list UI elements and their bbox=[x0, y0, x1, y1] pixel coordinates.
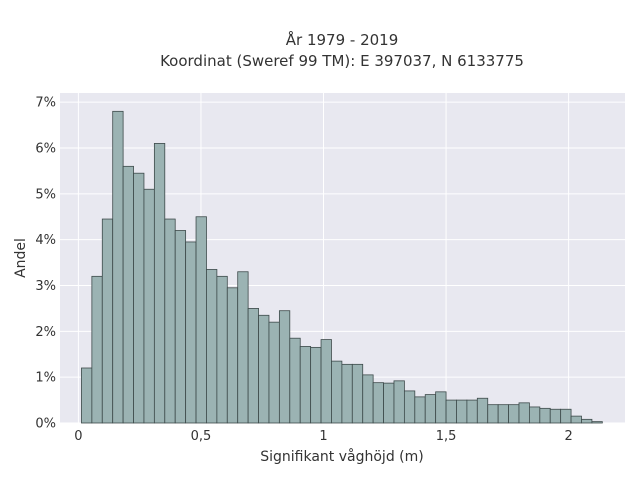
x-tick-label: 0 bbox=[74, 429, 82, 444]
histogram-bar bbox=[206, 269, 218, 424]
y-tick-label: 0% bbox=[35, 417, 56, 432]
histogram-bar bbox=[268, 321, 280, 424]
histogram-bar bbox=[122, 165, 134, 424]
axis-ticks: 0% 1% 2% 3% 4% 5% 6% 7% 0 0,5 1 1,5 2 bbox=[35, 96, 572, 444]
x-tick-label: 0,5 bbox=[191, 429, 212, 444]
histogram-bar bbox=[445, 399, 457, 424]
histogram-bar bbox=[91, 275, 103, 424]
y-tick-label: 6% bbox=[35, 142, 56, 157]
histogram-bar bbox=[258, 314, 270, 424]
histogram-bar bbox=[101, 218, 114, 424]
histogram-bar bbox=[289, 337, 301, 424]
chart-title-line-2: Koordinat (Sweref 99 TM): E 397037, N 61… bbox=[160, 52, 524, 70]
histogram-bar bbox=[549, 408, 562, 424]
histogram-bar bbox=[372, 382, 384, 424]
histogram-bar bbox=[164, 218, 176, 424]
histogram-bar bbox=[153, 143, 166, 424]
histogram-bar bbox=[539, 407, 551, 424]
y-tick-label: 1% bbox=[35, 371, 56, 386]
chart-title-line-1: År 1979 - 2019 bbox=[286, 30, 399, 49]
histogram-bar bbox=[299, 346, 312, 424]
y-tick-label: 3% bbox=[35, 279, 56, 294]
histogram-bar bbox=[133, 172, 145, 424]
histogram-bar bbox=[414, 396, 426, 424]
histogram-bar bbox=[310, 346, 322, 424]
histogram-bar bbox=[216, 275, 228, 424]
histogram-bar bbox=[143, 188, 155, 424]
histogram-bar bbox=[185, 241, 197, 424]
histogram-bar bbox=[174, 230, 187, 424]
histogram-bar bbox=[487, 404, 499, 424]
x-axis-label: Signifikant våghöjd (m) bbox=[260, 448, 423, 465]
histogram-bar bbox=[351, 363, 364, 424]
histogram-bar bbox=[278, 310, 291, 424]
y-tick-label: 7% bbox=[35, 96, 56, 111]
histogram-bar bbox=[560, 408, 572, 424]
histogram-bar bbox=[247, 308, 259, 424]
histogram-bar bbox=[331, 360, 343, 424]
histogram-bar bbox=[518, 402, 530, 424]
histogram-bar bbox=[393, 380, 405, 424]
histogram-bar bbox=[320, 339, 332, 424]
histogram-bar bbox=[81, 367, 93, 424]
histogram-bar bbox=[570, 415, 582, 424]
histogram-bar bbox=[403, 390, 416, 424]
y-axis-label: Andel bbox=[13, 238, 29, 278]
x-tick-label: 1,5 bbox=[436, 429, 457, 444]
histogram-bar bbox=[195, 216, 207, 424]
histogram-bar bbox=[581, 418, 593, 424]
x-tick-label: 2 bbox=[564, 429, 572, 444]
histogram-bar bbox=[476, 397, 489, 424]
histogram-bar bbox=[237, 271, 249, 424]
y-tick-label: 4% bbox=[35, 233, 56, 248]
histogram-bar bbox=[435, 391, 447, 424]
histogram-bars bbox=[81, 110, 603, 424]
histogram-bar bbox=[456, 399, 468, 424]
histogram-bar bbox=[341, 363, 353, 424]
histogram-bar bbox=[508, 404, 520, 424]
histogram-bar bbox=[529, 406, 541, 424]
histogram-bar bbox=[591, 421, 603, 424]
histogram-bar bbox=[226, 287, 239, 424]
histogram-bar bbox=[466, 399, 478, 424]
histogram-bar bbox=[424, 394, 437, 424]
y-tick-label: 2% bbox=[35, 325, 56, 340]
histogram-bar bbox=[362, 374, 374, 424]
histogram-bar bbox=[112, 110, 124, 424]
y-tick-label: 5% bbox=[35, 187, 56, 202]
histogram-bar bbox=[383, 382, 395, 424]
histogram-bar bbox=[497, 404, 509, 424]
x-tick-label: 1 bbox=[319, 429, 327, 444]
